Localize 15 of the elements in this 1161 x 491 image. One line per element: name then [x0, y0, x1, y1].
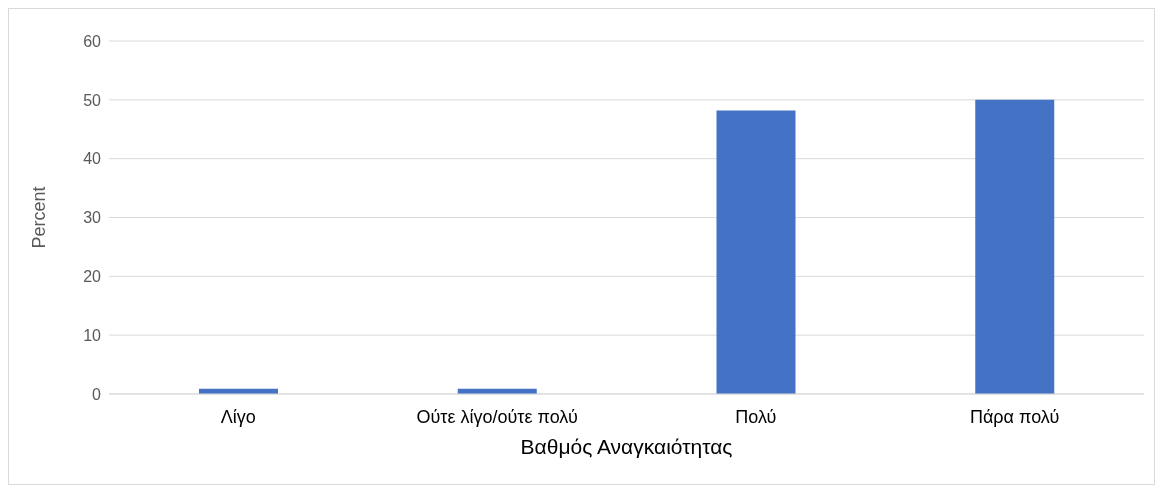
y-tick-label: 0: [92, 385, 102, 403]
x-tick-label: Πάρα πολύ: [969, 406, 1060, 427]
y-tick-label: 10: [83, 326, 102, 344]
y-tick-label: 60: [83, 32, 102, 50]
y-tick-label: 40: [83, 150, 102, 168]
bar: [975, 99, 1055, 394]
x-tick-label: Ούτε λίγο/ούτε πολύ: [416, 406, 578, 427]
x-tick-label: Λίγο: [220, 406, 256, 427]
x-axis-title: Βαθμός Αναγκαιότητας: [520, 435, 733, 458]
bar: [716, 110, 796, 394]
y-tick-label: 30: [83, 209, 102, 227]
x-tick-label: Πολύ: [735, 406, 777, 427]
y-tick-label: 50: [83, 91, 102, 109]
y-axis-title: Percent: [29, 186, 50, 249]
y-tick-label: 20: [83, 268, 102, 286]
